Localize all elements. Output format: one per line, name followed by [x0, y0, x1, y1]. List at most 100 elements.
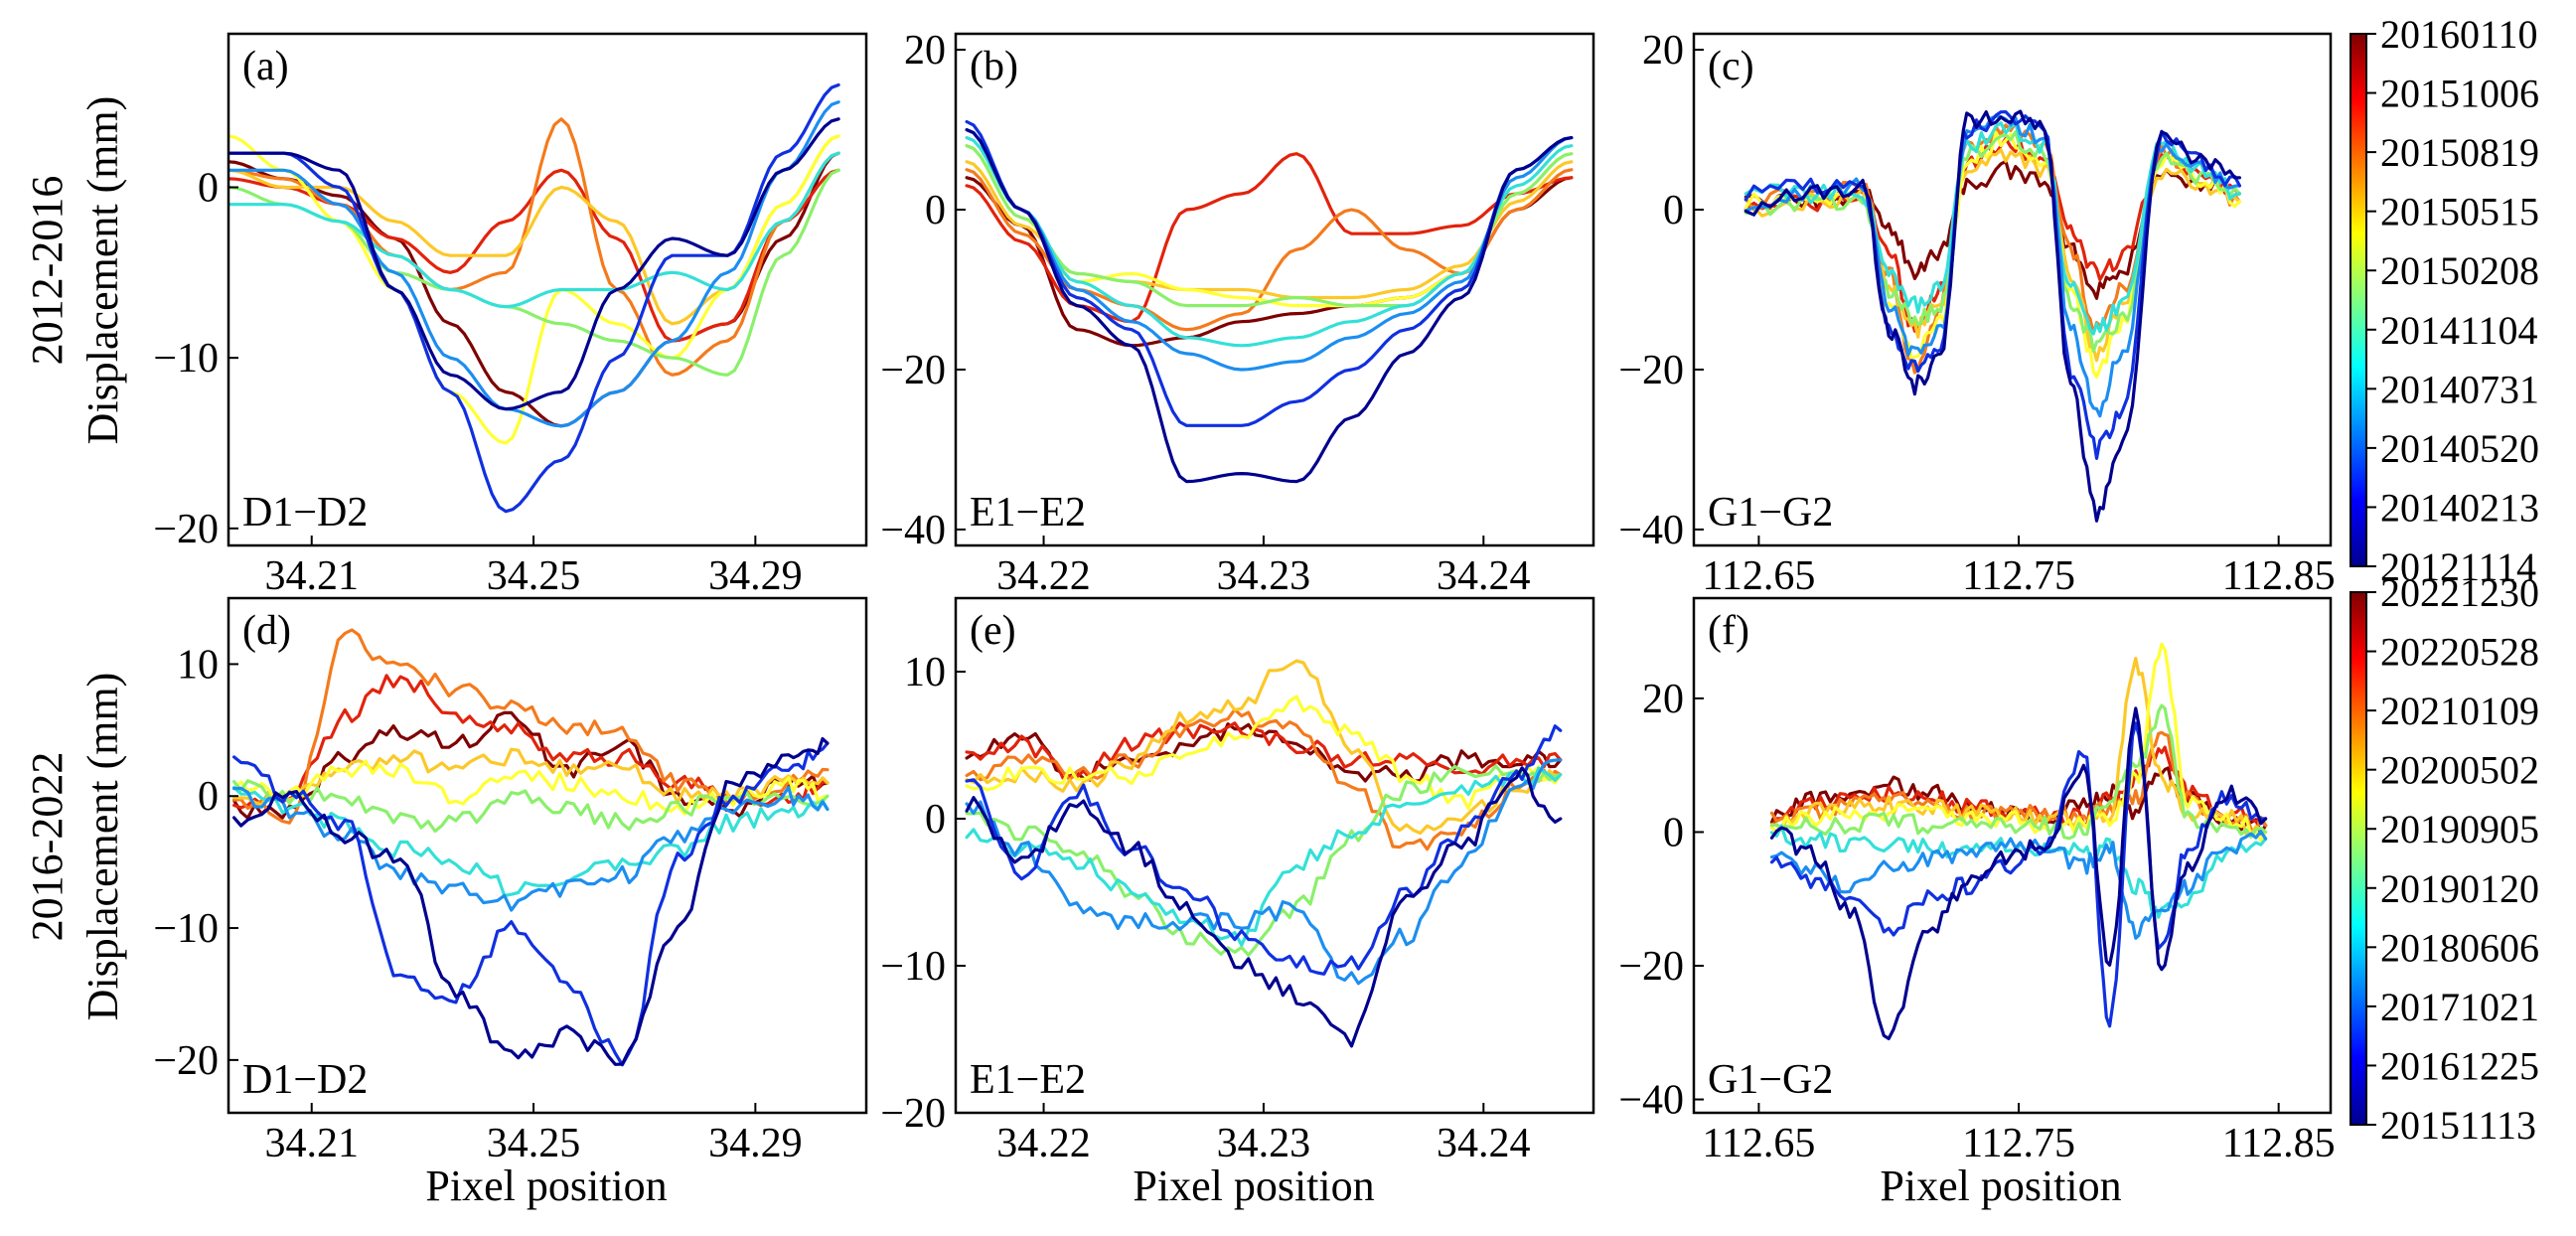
series-e-20210109: [965, 758, 1563, 986]
row-label-1: 2012-2016: [23, 176, 72, 366]
series-b-20140213: [965, 152, 1574, 324]
ytick-label-a: −10: [153, 336, 219, 382]
series-c-20140731: [1743, 148, 2241, 363]
profile-label-b: E1−E2: [970, 490, 1086, 536]
xtick-label-c: 112.85: [2222, 553, 2336, 599]
ytick-label-d: 10: [177, 642, 219, 688]
series-c-20150208: [1743, 130, 2241, 353]
panel-label-c: (c): [1708, 44, 1754, 89]
series-c-20160110: [1743, 109, 2241, 523]
colorbar-label-20160110: 20160110: [2380, 12, 2538, 57]
profile-label-f: G1−G2: [1708, 1057, 1833, 1103]
series-a-20141104: [228, 134, 840, 445]
colorbar-label-20121114: 20121114: [2380, 544, 2536, 589]
ylabel-row1: Displacement (mm): [78, 96, 127, 445]
colorbar-label-20161225: 20161225: [2380, 1043, 2539, 1088]
series-d-20220528: [232, 741, 830, 1067]
panel-label-a: (a): [242, 44, 289, 89]
ytick-label-e: −20: [880, 1091, 946, 1137]
series-d-20221230: [232, 736, 830, 1066]
colorbar-label-20221230: 20221230: [2380, 570, 2539, 615]
series-d-20151113: [232, 710, 830, 820]
series-a-20150819: [228, 100, 840, 428]
row-label-2: 2016-2022: [23, 752, 72, 942]
colorbar-label-20180606: 20180606: [2380, 925, 2539, 970]
xtick-label-a: 34.25: [487, 553, 581, 599]
panel-label-d: (d): [242, 608, 291, 654]
colorbar-label-20151113: 20151113: [2380, 1103, 2536, 1148]
panel-label-e: (e): [970, 608, 1016, 654]
colorbar-label-20150208: 20150208: [2380, 248, 2539, 293]
plot-frame-e: [954, 596, 1595, 1115]
xlabel-a: Pixel position: [425, 1161, 667, 1210]
ytick-label-e: 0: [925, 797, 946, 843]
xtick-label-a: 34.21: [264, 553, 359, 599]
colorbar-label-20190905: 20190905: [2380, 807, 2539, 851]
xtick-label-c: 112.75: [1962, 553, 2075, 599]
panel-label-b: (b): [970, 44, 1018, 89]
xtick-label-f: 112.65: [1702, 1121, 1815, 1166]
ytick-label-a: −20: [153, 507, 219, 552]
series-e-20180606: [965, 659, 1563, 836]
series-f-20200502: [1769, 824, 2268, 919]
series-e-20190120: [965, 695, 1563, 811]
series-f-20221230: [1769, 706, 2268, 1040]
ytick-label-f: −40: [1618, 1078, 1684, 1124]
profile-label-a: D1−D2: [242, 490, 368, 536]
colorbar-top: 20121114 20140213 20140520 20140731 20141104…: [2349, 12, 2539, 589]
ytick-label-c: 20: [1642, 28, 1684, 74]
series-f-20180606: [1769, 657, 2268, 837]
series-b-20150515: [965, 136, 1574, 348]
ytick-label-e: −10: [880, 944, 946, 990]
series-e-20220528: [965, 724, 1563, 976]
plot-frame-a: [227, 32, 868, 547]
colorbar-bottom: 20151113 20161225 20171021 20180606 20190120…: [2349, 570, 2539, 1148]
xtick-label-f: 112.75: [1962, 1121, 2075, 1166]
series-d-20200502: [232, 785, 830, 897]
panel-a: 34.21 34.25 34.29 −20 −10 0 (a) D1−D2: [153, 32, 868, 599]
series-group-d: [232, 628, 830, 1067]
series-a-20160110: [228, 117, 840, 411]
series-group-c: [1743, 109, 2241, 523]
series-c-20151006: [1743, 110, 2241, 460]
colorbar-label-20140520: 20140520: [2380, 426, 2539, 471]
series-group-a: [228, 82, 840, 514]
xtick-label-e: 34.24: [1437, 1121, 1531, 1166]
ytick-label-b: −40: [880, 508, 946, 553]
series-c-20150819: [1743, 114, 2241, 418]
ytick-label-c: 0: [1663, 188, 1684, 233]
xtick-label-a: 34.29: [708, 553, 803, 599]
xtick-label-b: 34.23: [1217, 553, 1311, 599]
plot-frame-c: [1692, 32, 2333, 547]
colorbar-label-20151006: 20151006: [2380, 72, 2539, 116]
colorbar-bottom-gradient: [2349, 591, 2367, 1126]
panel-label-f: (f): [1708, 608, 1749, 654]
ytick-label-c: −40: [1618, 508, 1684, 553]
xlabel-c: Pixel position: [1880, 1161, 2121, 1210]
series-e-20221230: [965, 766, 1563, 1048]
series-group-b: [965, 119, 1574, 484]
xtick-label-d: 34.29: [708, 1121, 803, 1166]
xtick-label-d: 34.21: [264, 1121, 359, 1166]
profile-label-d: D1−D2: [242, 1057, 368, 1103]
plot-frame-d: [227, 596, 868, 1115]
ytick-label-c: −20: [1618, 348, 1684, 393]
series-group-f: [1769, 642, 2268, 1040]
colorbar-label-20150819: 20150819: [2380, 130, 2539, 175]
series-b-20150819: [965, 128, 1574, 372]
colorbar-label-20210109: 20210109: [2380, 689, 2539, 733]
plot-frame-b: [954, 32, 1595, 547]
ytick-label-d: −10: [153, 906, 219, 952]
ytick-label-d: 0: [198, 774, 219, 820]
panel-f: 112.65 112.75 112.85 −40 −20 0 20 (f) G1−G2: [1618, 596, 2336, 1166]
panel-b: 34.22 34.23 34.24 −40 −20 0 20 (b) E1−E2: [880, 28, 1595, 599]
xtick-label-c: 112.65: [1702, 553, 1815, 599]
series-f-20220528: [1769, 721, 2268, 1028]
ytick-label-b: 20: [904, 28, 946, 74]
ytick-label-a: 0: [198, 166, 219, 212]
xtick-label-d: 34.25: [487, 1121, 581, 1166]
ytick-label-f: 20: [1642, 677, 1684, 722]
xtick-label-b: 34.22: [996, 553, 1091, 599]
series-d-20210109: [232, 785, 830, 912]
